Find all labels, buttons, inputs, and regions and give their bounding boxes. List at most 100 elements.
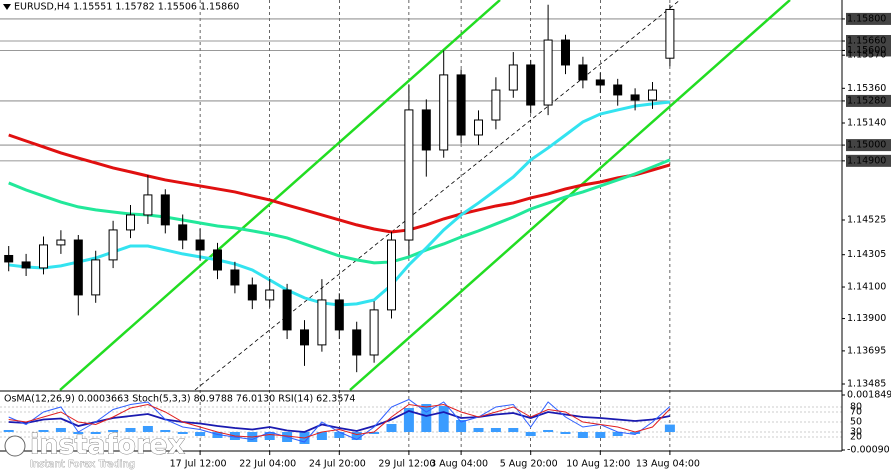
y-tick-label: 1.15600 [847, 45, 886, 56]
levels [0, 18, 842, 162]
x-tick-label: 29 Jul 12:00 [378, 459, 435, 470]
osma-bar [525, 431, 536, 436]
candle-body [213, 249, 222, 271]
y-tick-label: 1.13485 [847, 379, 886, 390]
x-tick-label: 5 Aug 20:00 [500, 459, 558, 470]
candle-body [300, 329, 309, 346]
logo-icon [4, 435, 26, 457]
candle-body [630, 94, 640, 101]
y-tick-highlight [846, 94, 891, 107]
candle-body [561, 39, 570, 66]
osma-bar [73, 431, 84, 434]
candle-body [352, 329, 362, 356]
candle-body [178, 224, 188, 241]
candle-body [369, 309, 379, 356]
osma-bar [438, 405, 449, 432]
y-tick-label: 1.13900 [847, 313, 886, 324]
osma-bar [386, 423, 397, 432]
y-tick-highlight [846, 154, 891, 167]
y-tick-label: 20 [850, 432, 862, 443]
candle-body [39, 244, 48, 269]
y2-tick-label: -0.00090 [847, 445, 890, 456]
osma-bar [664, 424, 675, 432]
osma-bar [595, 431, 606, 438]
x-tick-label: 10 Aug 12:00 [566, 459, 630, 470]
menu-arrow [3, 4, 11, 10]
osma-bar [195, 431, 206, 436]
candle-body [491, 89, 501, 121]
x-tick-label: 17 Jul 12:00 [170, 459, 227, 470]
candle-body [387, 239, 396, 311]
candle-body [126, 214, 135, 231]
y-tick-label: 50 [850, 417, 862, 428]
candle-body [317, 299, 327, 346]
osma-bar [369, 431, 380, 434]
y-tick-label: 1.15360 [847, 83, 886, 94]
osma-bar [108, 429, 119, 432]
candle-body [648, 89, 657, 101]
y-tick-label: 70 [850, 407, 862, 418]
indicator-title: OsMA(12,26,9) 0.0003663 Stoch(5,3,3) 80.… [4, 394, 355, 405]
y-tick-highlight [846, 44, 891, 57]
candle-body [4, 254, 14, 263]
y-tick-label: 80 [850, 402, 862, 413]
candle-body [21, 261, 31, 269]
y-tick-highlight [846, 35, 891, 48]
oscillator-line [8, 398, 671, 443]
oscillator-line [8, 403, 671, 439]
y-tick-label: 1.14100 [847, 282, 886, 293]
candle-body [265, 289, 275, 301]
osma-bar [543, 429, 554, 432]
osma-bar [612, 431, 623, 436]
osma-bar [508, 427, 519, 432]
y-tick-label: 1.14525 [847, 214, 886, 225]
y-tick-label: 1.15570 [847, 50, 886, 61]
osma-bar [3, 429, 14, 432]
candle-body [613, 84, 623, 96]
osma-bar [456, 419, 467, 432]
price-panel [4, 4, 675, 373]
y-tick-label: 1.14900 [847, 155, 886, 166]
osma-bar [490, 427, 501, 432]
candle-body [526, 64, 536, 106]
x-tick-label: 3 Aug 04:00 [430, 459, 488, 470]
indicator-panel [0, 398, 842, 444]
osma-bar [142, 425, 153, 432]
osma-bar [316, 431, 327, 440]
osma-bar [90, 431, 101, 434]
y-tick-label: 1.15000 [847, 140, 886, 151]
osma-bar [177, 431, 188, 434]
candle-body [56, 239, 66, 246]
x-tick-label: 22 Jul 04:00 [239, 459, 296, 470]
candle-body [282, 289, 292, 331]
osma-bar [473, 427, 484, 432]
osma-bar [577, 431, 588, 438]
chart-title: EURUSD,H4 1.15551 1.15782 1.15506 1.1586… [14, 2, 239, 13]
channel-line [59, 0, 501, 391]
osma-bar [125, 427, 136, 432]
y-tick-highlight [846, 139, 891, 152]
ma-line [8, 158, 671, 265]
candle-body [543, 39, 553, 106]
candle-body [508, 64, 518, 91]
osma-bar [160, 429, 171, 432]
oscillator-line [8, 410, 671, 433]
logo-name: instaforex [30, 430, 185, 461]
x-tick-label: 24 Jul 20:00 [309, 459, 366, 470]
candle-body [456, 74, 466, 136]
trend-line [194, 0, 681, 391]
candle-body [334, 299, 344, 331]
candle-body [230, 269, 240, 286]
osma-bar [630, 431, 641, 434]
candle-body [160, 194, 170, 226]
y-tick-label: 1.14305 [847, 249, 886, 260]
candle-body [247, 284, 257, 301]
candle-body [404, 109, 414, 241]
osma-bar [421, 403, 432, 432]
y-tick-highlight [846, 12, 891, 25]
osma-bar [55, 427, 66, 432]
candle-body [195, 239, 205, 251]
osma-bar [264, 431, 275, 440]
candle-body [595, 79, 605, 86]
